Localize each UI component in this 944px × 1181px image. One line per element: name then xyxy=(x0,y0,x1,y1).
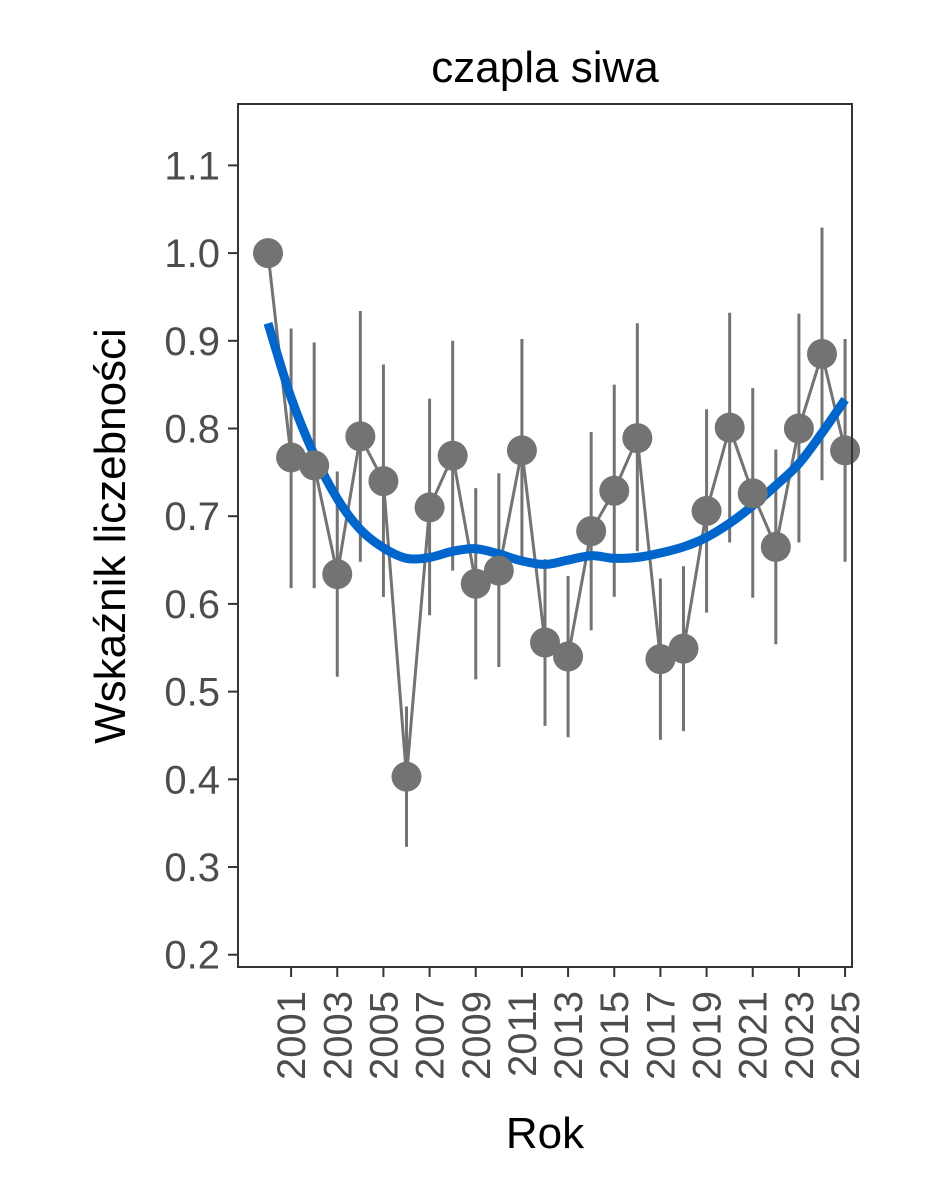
y-tick-label: 0.9 xyxy=(164,320,220,364)
data-point xyxy=(714,412,745,443)
data-point xyxy=(576,516,607,547)
data-point xyxy=(553,641,584,672)
data-point xyxy=(368,466,399,497)
data-point xyxy=(345,421,376,452)
plot-area xyxy=(253,227,861,847)
data-point xyxy=(783,413,814,444)
x-tick-label: 2009 xyxy=(455,991,499,1080)
data-point xyxy=(460,568,491,599)
data-point xyxy=(483,555,514,586)
data-point xyxy=(830,435,861,466)
data-point xyxy=(299,450,330,481)
data-point xyxy=(391,761,422,792)
x-tick-label: 2001 xyxy=(270,991,314,1080)
y-axis-title: Wskaźnik liczebności xyxy=(86,328,135,744)
y-tick-label: 1.0 xyxy=(164,232,220,276)
x-tick-label: 2019 xyxy=(686,991,730,1080)
x-tick-label: 2003 xyxy=(316,991,360,1080)
x-tick-label: 2013 xyxy=(547,991,591,1080)
data-point xyxy=(599,475,630,506)
chart-title: czapla siwa xyxy=(431,43,659,92)
data-point xyxy=(760,531,791,562)
x-tick-label: 2011 xyxy=(501,991,545,1077)
data-point xyxy=(668,633,699,664)
panel-border xyxy=(237,103,853,968)
x-tick-label: 2025 xyxy=(824,991,868,1080)
y-tick-label: 1.1 xyxy=(164,144,220,188)
y-tick-label: 0.8 xyxy=(164,408,220,452)
data-point xyxy=(322,559,353,590)
y-tick-label: 0.3 xyxy=(164,846,220,890)
data-point xyxy=(737,478,768,509)
y-tick-label: 0.2 xyxy=(164,934,220,978)
x-axis: 2001 2003 2005 2007 2009 2011 2013 2015 2017 2019… xyxy=(270,967,868,1080)
y-tick-label: 0.7 xyxy=(164,495,220,539)
data-point xyxy=(437,440,468,471)
y-tick-label: 0.6 xyxy=(164,583,220,627)
x-tick-label: 2023 xyxy=(778,991,822,1080)
y-tick-label: 0.4 xyxy=(164,758,220,802)
x-tick-label: 2015 xyxy=(593,991,637,1080)
data-point xyxy=(691,495,722,526)
x-tick-label: 2005 xyxy=(362,991,406,1080)
x-tick-label: 2017 xyxy=(639,991,683,1080)
data-point xyxy=(530,627,560,658)
data-point xyxy=(276,442,307,473)
data-point xyxy=(645,644,676,675)
x-axis-title: Rok xyxy=(506,1109,585,1158)
y-axis: 0.2 0.3 0.4 0.5 0.6 0.7 0.8 0.9 1.0 1.1 xyxy=(164,144,238,978)
index-line xyxy=(266,252,847,777)
y-tick-label: 0.5 xyxy=(164,671,220,715)
data-point xyxy=(414,492,445,523)
data-point xyxy=(253,238,284,269)
x-tick-label: 2007 xyxy=(409,991,453,1080)
x-tick-label: 2021 xyxy=(732,991,776,1080)
data-point xyxy=(806,338,837,369)
data-point xyxy=(506,435,537,466)
data-point xyxy=(622,423,653,454)
